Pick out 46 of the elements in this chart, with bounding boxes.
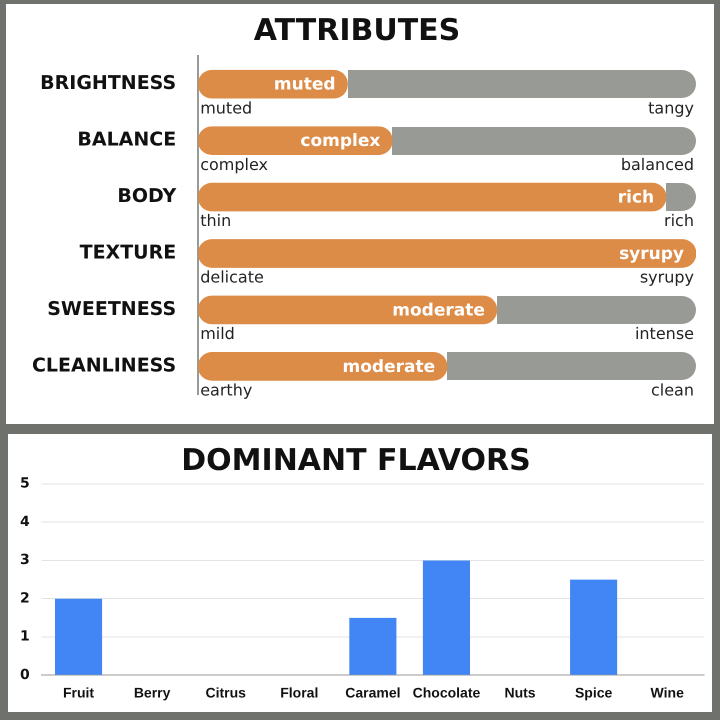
y-tick-label: BALANCE bbox=[77, 128, 176, 151]
x-tick-label: Caramel bbox=[345, 684, 401, 700]
annotation: syrupy bbox=[619, 244, 684, 264]
y-tick-label: CLEANLINESS bbox=[32, 354, 176, 376]
bar bbox=[349, 618, 396, 675]
x-tick-label: Nuts bbox=[504, 684, 536, 700]
chart-title: ATTRIBUTES bbox=[254, 12, 460, 48]
y-tick-label: BODY bbox=[117, 185, 176, 208]
annotation: complex bbox=[200, 154, 268, 174]
annotation: delicate bbox=[200, 268, 264, 287]
annotation: clean bbox=[650, 380, 694, 400]
annotation: rich bbox=[618, 188, 654, 208]
bar bbox=[198, 239, 696, 268]
annotation: muted bbox=[274, 74, 336, 95]
y-tick-label: 4 bbox=[20, 514, 30, 530]
annotation: muted bbox=[200, 98, 252, 118]
x-tick-label: Spice bbox=[574, 684, 613, 700]
annotation: intense bbox=[634, 324, 694, 344]
x-tick-label: Chocolate bbox=[412, 684, 480, 700]
bar bbox=[570, 580, 618, 675]
annotation: moderate bbox=[342, 356, 436, 377]
y-tick-label: 1 bbox=[20, 628, 30, 645]
y-tick-label: 5 bbox=[20, 476, 30, 492]
bar bbox=[422, 560, 470, 675]
annotation: balanced bbox=[620, 154, 694, 174]
annotation: tangy bbox=[648, 98, 694, 118]
x-tick-label: Wine bbox=[650, 684, 684, 700]
y-tick-label: 0 bbox=[20, 666, 30, 683]
x-tick-label: Berry bbox=[134, 684, 171, 700]
annotation: earthy bbox=[200, 380, 252, 400]
annotation: thin bbox=[200, 211, 232, 230]
y-tick-label: 2 bbox=[20, 590, 30, 606]
annotation: complex bbox=[300, 131, 380, 152]
y-tick-label: TEXTURE bbox=[80, 241, 176, 264]
chart-title: DOMINANT FLAVORS bbox=[181, 442, 531, 478]
bar bbox=[54, 598, 102, 675]
y-tick-label: 3 bbox=[20, 552, 30, 568]
x-tick-label: Fruit bbox=[62, 684, 94, 700]
y-tick-label: BRIGHTNESS bbox=[40, 72, 176, 94]
x-tick-label: Citrus bbox=[205, 684, 246, 700]
y-tick-label: SWEETNESS bbox=[47, 298, 176, 320]
annotation: moderate bbox=[392, 300, 485, 320]
annotation: mild bbox=[200, 324, 235, 344]
annotation: syrupy bbox=[640, 268, 694, 287]
annotation: rich bbox=[664, 211, 694, 230]
x-tick-label: Floral bbox=[280, 684, 318, 700]
